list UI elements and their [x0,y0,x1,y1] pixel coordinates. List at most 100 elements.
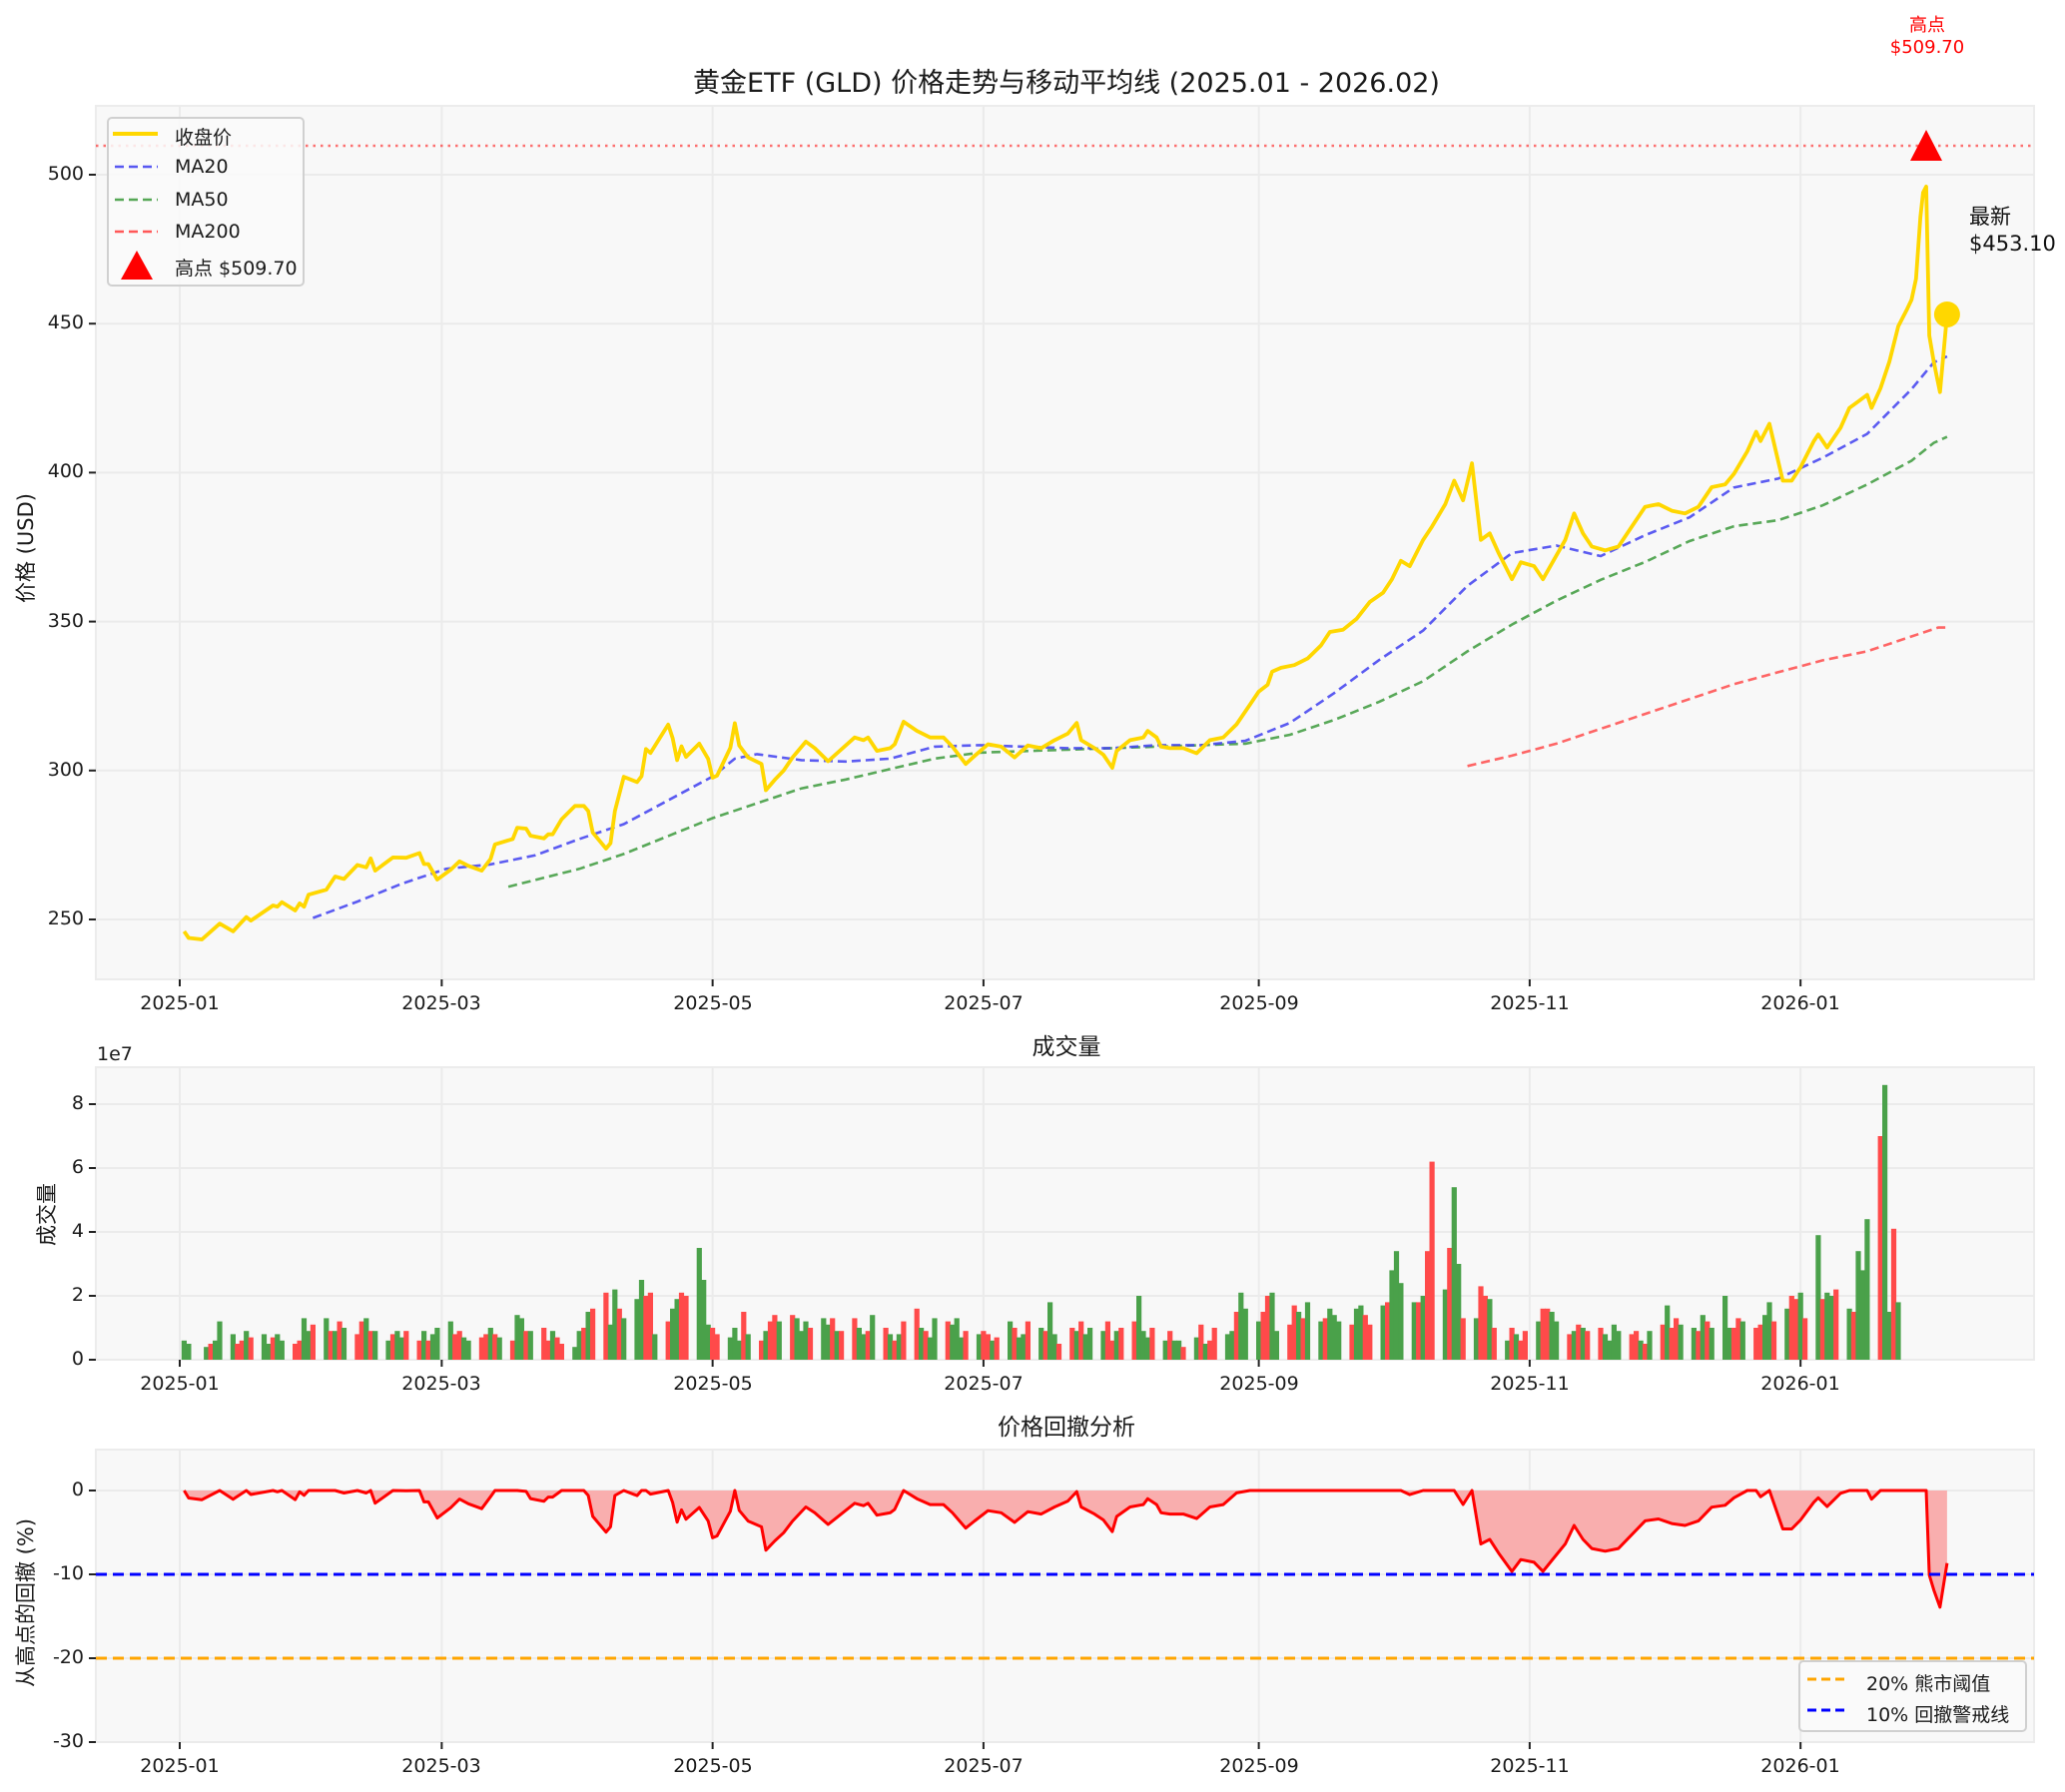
drawdown-ytick: -10 [52,1562,84,1584]
volume-bar [834,1331,840,1360]
volume-bar [736,1340,742,1360]
volume-bar [1104,1321,1110,1360]
volume-bar [638,1280,645,1360]
volume-bar [1642,1344,1649,1360]
volume-bar [1545,1308,1551,1360]
volume-bar [745,1334,751,1360]
volume-bar [1895,1302,1901,1360]
volume-ytick: 2 [71,1284,84,1306]
volume-xtick: 2025-01 [140,1373,220,1395]
volume-bar [1882,1084,1888,1360]
volume-bar [1242,1308,1248,1360]
volume-bar [297,1340,303,1360]
volume-bar [870,1315,876,1360]
volume-bar [434,1328,440,1360]
volume-bar [994,1337,1000,1360]
drawdown-chart-title: 价格回撤分析 [998,1415,1135,1441]
volume-bar [799,1331,805,1360]
volume-bar [186,1344,192,1360]
volume-bar [421,1331,427,1360]
volume-bar [1478,1286,1484,1360]
volume-bar [727,1337,733,1360]
volume-bar [270,1337,276,1360]
volume-bar [403,1331,409,1360]
volume-bar [1793,1299,1799,1360]
volume-bar [1385,1302,1391,1360]
volume-bar [892,1340,898,1360]
volume-bar [803,1321,809,1360]
drawdown-xtick: 2026-01 [1760,1755,1840,1777]
volume-bar [1757,1324,1763,1360]
volume-bar [1735,1318,1741,1360]
main-ytick: 300 [47,759,84,781]
main-xtick: 2026-01 [1760,992,1840,1014]
high-annotation-value: $509.70 [1889,37,1965,58]
volume-bar [363,1318,369,1360]
volume-bar [1207,1340,1213,1360]
volume-bar [545,1340,551,1360]
volume-bar [839,1331,845,1360]
volume-bar [337,1321,343,1360]
legend-warn-label: 10% 回撤警戒线 [1866,1704,2010,1726]
volume-bar [1629,1334,1635,1360]
main-ytick: 250 [47,907,84,929]
volume-bar [1224,1334,1231,1360]
volume-bar [825,1324,831,1360]
main-chart-title: 黄金ETF (GLD) 价格走势与移动平均线 (2025.01 - 2026.0… [693,68,1440,99]
volume-bar [1109,1340,1115,1360]
volume-bar [341,1328,347,1360]
volume-bar [1536,1321,1542,1360]
volume-bar [389,1334,396,1360]
drawdown-xtick: 2025-11 [1490,1755,1570,1777]
volume-ytick: 8 [71,1092,84,1114]
volume-bar [919,1328,925,1360]
volume-bar [266,1344,272,1360]
volume-bar [1420,1296,1426,1360]
volume-bar [1660,1324,1666,1360]
volume-bar [1069,1328,1075,1360]
volume-bar [385,1340,391,1360]
volume-bar [914,1308,920,1360]
volume-bar [581,1328,587,1360]
volume-bar [465,1340,471,1360]
volume-bar [1047,1302,1053,1360]
volume-bar [1256,1321,1262,1360]
volume-bar [1762,1315,1768,1360]
volume-bar [1886,1312,1892,1360]
volume-bar [1021,1334,1027,1360]
volume-bar [678,1292,685,1360]
volume-bar [1389,1270,1395,1360]
drawdown-xtick: 2025-09 [1219,1755,1299,1777]
volume-bar [1819,1299,1825,1360]
volume-bar [896,1334,902,1360]
volume-bar [1451,1187,1457,1360]
volume-bar [772,1315,778,1360]
legend-ma200-label: MA200 [175,221,241,243]
volume-bar [1362,1315,1368,1360]
volume-bar [1447,1248,1453,1360]
volume-bar [1082,1334,1088,1360]
volume-bar [1691,1328,1697,1360]
volume-bar [1304,1302,1311,1360]
volume-bar [901,1321,907,1360]
drawdown-area-fill [184,1491,1947,1607]
volume-bar [1585,1331,1591,1360]
volume-bar [208,1344,214,1360]
drawdown-legend-swatches [1807,1677,1849,1712]
volume-bar [1571,1331,1577,1360]
volume-bars [181,1084,1901,1360]
volume-bar [1665,1305,1671,1360]
volume-bar [959,1337,965,1360]
volume-bar [394,1331,400,1360]
volume-bar [865,1331,871,1360]
main-plot-area [95,105,2035,980]
volume-bar [1491,1328,1497,1360]
volume-plot-area [95,1066,2035,1361]
volume-bar [1611,1324,1617,1360]
volume-bar [1016,1337,1023,1360]
main-y-axis-label: 价格 (USD) [14,493,38,603]
main-ytick: 500 [47,163,84,185]
volume-bar [1429,1161,1435,1360]
volume-bar [461,1337,467,1360]
volume-bar [1674,1318,1680,1360]
